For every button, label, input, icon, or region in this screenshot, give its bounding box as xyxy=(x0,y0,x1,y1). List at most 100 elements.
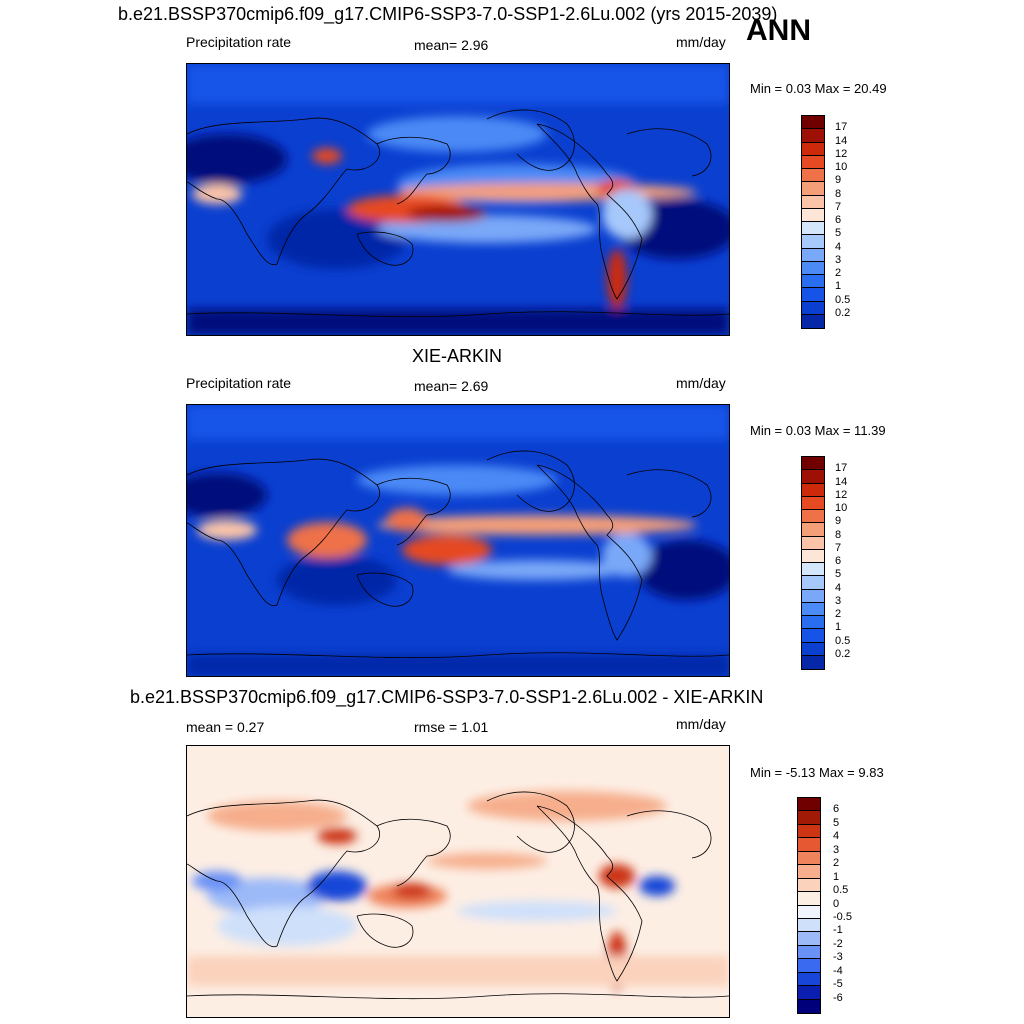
colorbar-swatch xyxy=(802,208,824,222)
colorbar-tick-label: 8 xyxy=(835,528,842,541)
colorbar-tick-label: 9 xyxy=(835,515,842,528)
colorbar-tick-label: 2 xyxy=(835,608,842,620)
colorbar-tick-label: 1 xyxy=(835,280,842,293)
colorbar-swatch xyxy=(798,918,820,933)
colorbar-swatch xyxy=(798,798,820,812)
colorbar-tick-label: -2 xyxy=(833,937,843,950)
colorbar-swatch xyxy=(802,169,824,183)
colorbar-swatch xyxy=(802,457,824,471)
colorbar-swatch xyxy=(802,182,824,196)
colorbar-swatch xyxy=(798,986,820,1000)
colorbar-tick-label: 8 xyxy=(835,187,842,200)
colorbar-swatch xyxy=(798,959,820,973)
panel2-title: XIE-ARKIN xyxy=(412,346,503,366)
season-label: ANN xyxy=(746,14,811,47)
colorbar-tick-label: 0.2 xyxy=(835,306,851,319)
colorbar-swatch xyxy=(802,116,824,130)
colorbar-swatch xyxy=(798,972,820,987)
panel1-colorbar xyxy=(801,115,825,329)
colorbar-swatch xyxy=(798,878,820,893)
panel1-minmax: Min = 0.03 Max = 20.49 xyxy=(750,81,887,96)
panel3-colorbar xyxy=(797,797,821,1014)
colorbar-tick-label: 0.2 xyxy=(835,647,851,660)
colorbar-tick-label: 12 xyxy=(835,488,848,501)
colorbar-tick-label: -5 xyxy=(833,978,843,991)
panel2-colorbar xyxy=(801,456,825,670)
colorbar-swatch xyxy=(802,642,824,656)
panel2-coastlines xyxy=(187,450,729,659)
colorbar-tick-label: -3 xyxy=(833,951,843,964)
colorbar-tick-label: 4 xyxy=(833,830,840,843)
panel3-map xyxy=(186,745,730,1018)
panel2-minmax: Min = 0.03 Max = 11.39 xyxy=(750,423,886,438)
colorbar-tick-label: 5 xyxy=(835,227,842,240)
panel2-map xyxy=(186,404,730,677)
panel1-mean-label: mean= 2.96 xyxy=(414,37,489,53)
colorbar-swatch xyxy=(802,576,824,590)
colorbar-swatch xyxy=(802,155,824,169)
colorbar-tick-label: 10 xyxy=(835,502,848,514)
colorbar-tick-label: 2 xyxy=(835,267,842,279)
panel1-title: b.e21.BSSP370cmip6.f09_g17.CMIP6-SSP3-7.… xyxy=(118,4,778,24)
colorbar-swatch xyxy=(802,301,824,315)
colorbar-tick-label: -1 xyxy=(833,924,843,937)
panel2-mean-label: mean= 2.69 xyxy=(414,378,489,394)
colorbar-swatch xyxy=(798,945,820,960)
colorbar-swatch xyxy=(798,838,820,852)
colorbar-swatch xyxy=(802,275,824,289)
colorbar-swatch xyxy=(802,589,824,603)
colorbar-tick-label: -4 xyxy=(833,964,843,977)
colorbar-tick-label: 7 xyxy=(835,200,842,213)
colorbar-tick-label: 12 xyxy=(835,147,848,160)
colorbar-swatch xyxy=(802,222,824,236)
colorbar-tick-label: 2 xyxy=(833,857,840,870)
panel3-minmax: Min = -5.13 Max = 9.83 xyxy=(750,765,884,780)
colorbar-swatch xyxy=(802,235,824,249)
colorbar-tick-label: 6 xyxy=(835,214,842,226)
panel3-rmse-label: rmse = 1.01 xyxy=(414,719,489,735)
colorbar-swatch xyxy=(802,248,824,262)
colorbar-swatch xyxy=(802,510,824,524)
colorbar-tick-label: 5 xyxy=(835,568,842,581)
panel1-left-label: Precipitation rate xyxy=(186,34,292,50)
panel3-units-label: mm/day xyxy=(676,716,726,732)
colorbar-swatch xyxy=(798,851,820,866)
colorbar-tick-label: 4 xyxy=(835,240,842,253)
panel2-units-label: mm/day xyxy=(676,375,726,391)
colorbar-swatch xyxy=(802,616,824,630)
colorbar-tick-label: 9 xyxy=(835,174,842,187)
colorbar-swatch xyxy=(798,932,820,946)
colorbar-swatch xyxy=(802,142,824,156)
colorbar-swatch xyxy=(802,261,824,275)
colorbar-swatch xyxy=(798,905,820,919)
colorbar-tick-label: 4 xyxy=(835,581,842,594)
colorbar-tick-label: -0.5 xyxy=(833,910,852,923)
colorbar-tick-label: 1 xyxy=(835,621,842,634)
colorbar-swatch xyxy=(798,824,820,839)
panel3-mean-label: mean = 0.27 xyxy=(186,719,265,735)
colorbar-tick-label: 14 xyxy=(835,134,848,147)
colorbar-swatch xyxy=(802,563,824,577)
colorbar-tick-label: 0.5 xyxy=(835,634,851,647)
colorbar-tick-label: 0.5 xyxy=(835,293,851,306)
colorbar-tick-label: 3 xyxy=(835,253,842,266)
colorbar-swatch xyxy=(802,288,824,302)
panel3-coastlines xyxy=(187,791,729,1000)
colorbar-swatch xyxy=(802,470,824,484)
colorbar-swatch xyxy=(802,602,824,616)
colorbar-tick-label: 17 xyxy=(835,462,848,475)
colorbar-swatch xyxy=(802,523,824,537)
colorbar-tick-label: 1 xyxy=(833,870,840,883)
panel2-left-label: Precipitation rate xyxy=(186,375,292,391)
colorbar-swatch xyxy=(798,811,820,825)
panel1-map xyxy=(186,63,730,336)
colorbar-swatch xyxy=(798,865,820,879)
colorbar-tick-label: 14 xyxy=(835,475,848,488)
colorbar-tick-label: 3 xyxy=(833,843,840,856)
colorbar-swatch xyxy=(802,314,824,328)
colorbar-swatch xyxy=(802,629,824,643)
colorbar-swatch xyxy=(802,483,824,497)
colorbar-tick-label: 5 xyxy=(833,816,840,829)
colorbar-swatch xyxy=(802,549,824,563)
colorbar-swatch xyxy=(802,496,824,510)
